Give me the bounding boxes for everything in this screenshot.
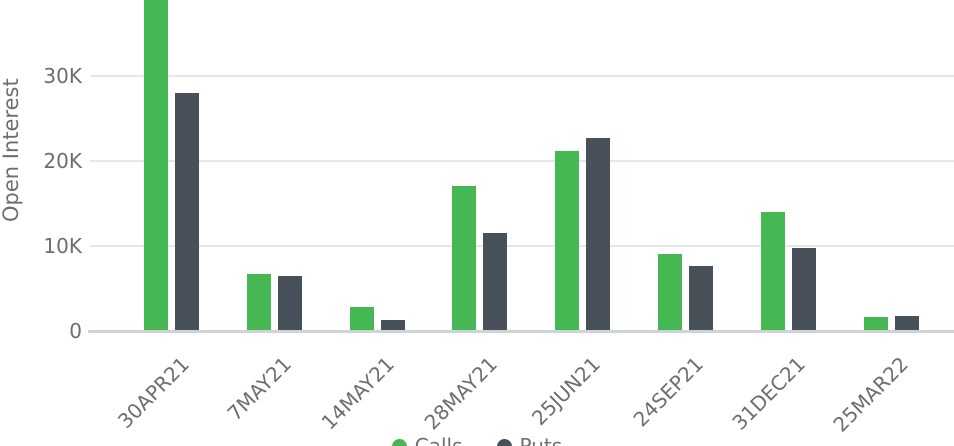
legend-item-puts[interactable]: Puts <box>496 433 563 446</box>
gridline-20K <box>90 160 954 162</box>
bar-calls-14MAY21[interactable] <box>349 307 374 331</box>
y-tick-label: 40K <box>10 0 82 4</box>
bar-calls-30APR21[interactable] <box>144 0 168 331</box>
x-tick-label-30APR21: 30APR21 <box>112 352 194 433</box>
bar-puts-30APR21[interactable] <box>175 93 199 331</box>
bar-puts-14MAY21[interactable] <box>380 319 405 331</box>
x-tick-label-25MAR22: 25MAR22 <box>828 352 914 437</box>
gridline-30K <box>90 75 954 77</box>
bar-calls-25JUN21[interactable] <box>555 150 580 331</box>
x-tick-label-25JUN21: 25JUN21 <box>526 352 605 431</box>
legend-label: Calls <box>414 434 463 446</box>
legend: Calls Puts <box>0 433 954 446</box>
legend-marker-calls <box>391 438 407 446</box>
gridline-10K <box>90 245 954 247</box>
x-axis-line <box>88 330 954 333</box>
bar-calls-28MAY21[interactable] <box>452 185 477 331</box>
bar-puts-7MAY21[interactable] <box>277 275 302 331</box>
bar-calls-31DEC21[interactable] <box>760 212 785 331</box>
x-tick-label-28MAY21: 28MAY21 <box>419 352 502 435</box>
y-tick-label: 30K <box>43 64 82 88</box>
bar-calls-7MAY21[interactable] <box>246 274 271 331</box>
y-tick-label: 10K <box>43 234 82 258</box>
bar-puts-24SEP21[interactable] <box>689 265 713 331</box>
x-tick-label-24SEP21: 24SEP21 <box>628 352 708 432</box>
x-tick-label-7MAY21: 7MAY21 <box>222 352 297 426</box>
x-tick-label-31DEC21: 31DEC21 <box>727 352 811 435</box>
x-tick-label-14MAY21: 14MAY21 <box>316 352 400 435</box>
bar-puts-31DEC21[interactable] <box>791 247 816 331</box>
legend-item-calls[interactable]: Calls <box>391 433 463 446</box>
legend-marker-puts <box>496 438 512 446</box>
bar-puts-25JUN21[interactable] <box>586 138 611 331</box>
bar-puts-25MAR22[interactable] <box>894 315 919 331</box>
bar-calls-24SEP21[interactable] <box>658 253 682 331</box>
bar-calls-25MAR22[interactable] <box>863 317 888 331</box>
bar-puts-28MAY21[interactable] <box>483 233 508 331</box>
y-tick-label: 20K <box>43 149 82 173</box>
legend-label: Puts <box>519 434 563 446</box>
y-tick-label: 0 <box>69 319 82 343</box>
